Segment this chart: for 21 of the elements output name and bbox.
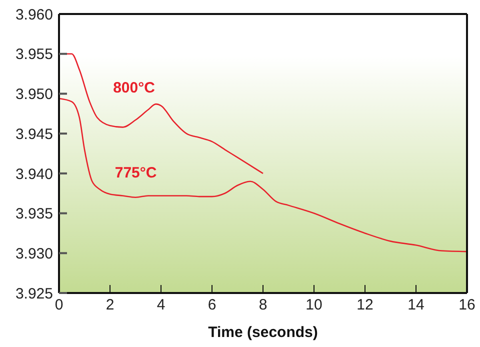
y-tick-label: 3.940 (15, 166, 53, 183)
y-tick-label: 3.945 (15, 126, 53, 143)
y-tick-label: 3.935 (15, 206, 53, 223)
x-axis-title: Time (seconds) (208, 324, 318, 341)
x-tick-label: 14 (408, 296, 424, 314)
y-tick-label: 3.960 (15, 6, 53, 24)
x-tick-label: 0 (54, 296, 64, 314)
x-tick-label: 4 (156, 296, 166, 314)
series-label: 775°C (114, 164, 157, 182)
y-tick-label: 3.955 (15, 46, 53, 64)
x-tick-label: 2 (106, 296, 114, 314)
x-tick-label: 6 (208, 296, 216, 314)
x-tick-label: 12 (356, 296, 374, 314)
y-tick-label: 3.930 (15, 245, 53, 262)
x-tick-label: 16 (458, 296, 476, 314)
x-tick-label: 10 (306, 296, 322, 314)
series-label: 800°C (113, 80, 156, 97)
x-tick-label: 8 (258, 296, 268, 314)
y-tick-label: 3.950 (15, 86, 53, 104)
y-tick-label: 3.925 (15, 285, 53, 302)
line-series (59, 98, 467, 252)
